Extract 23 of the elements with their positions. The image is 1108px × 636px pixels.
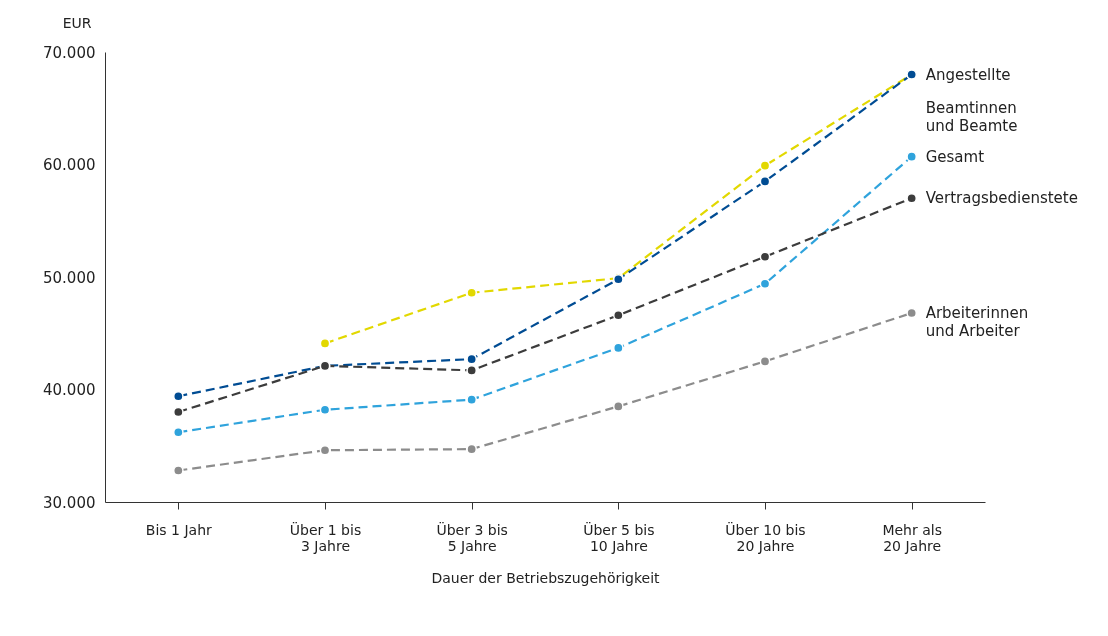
x-axis-title: Dauer der Betriebszugehörigkeit <box>431 569 661 586</box>
point <box>759 160 771 171</box>
x-tick-label: Über 3 bis 5 Jahre <box>436 520 508 554</box>
series-label: Angestellte <box>925 65 1011 84</box>
x-tick-label: Über 5 bis 10 Jahre <box>583 520 655 554</box>
point <box>612 401 624 412</box>
point <box>466 394 478 405</box>
point <box>759 176 771 187</box>
series-label: Arbeiterinnen und Arbeiter <box>925 304 1029 340</box>
series-label: Gesamt <box>925 147 985 166</box>
series-label: Vertragsbedienstete <box>925 189 1078 208</box>
y-tick-label: 70.000 <box>43 43 96 62</box>
y-tick-label: 50.000 <box>43 268 96 287</box>
y-axis-title: EUR <box>62 14 92 31</box>
series-label: Beamtinnen und Beamte <box>925 99 1018 135</box>
x-tick-label: Mehr als 20 Jahre <box>882 521 942 554</box>
y-tick-label: 30.000 <box>43 493 96 512</box>
y-tick-label: 40.000 <box>43 381 96 399</box>
point <box>759 356 771 367</box>
x-tick-label: Über 10 bis 20 Jahre <box>725 520 806 554</box>
x-tick-label: Über 1 bis 3 Jahre <box>289 520 362 554</box>
x-tick-label: Bis 1 Jahr <box>145 521 213 538</box>
y-tick-label: 60.000 <box>43 156 96 174</box>
